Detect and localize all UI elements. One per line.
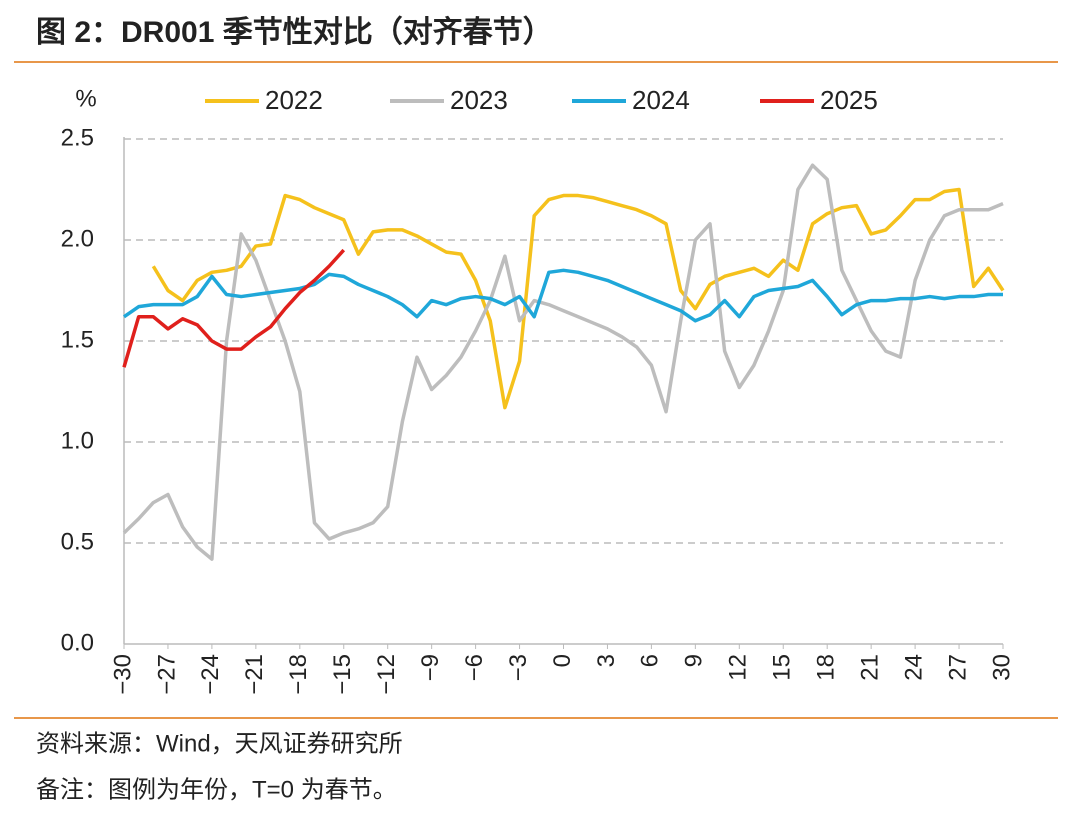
y-tick-label: 2.5	[61, 124, 94, 151]
x-tick-label: −9	[417, 654, 444, 681]
series-line	[122, 248, 346, 368]
source: 资料来源：Wind，天风证券研究所	[36, 730, 403, 757]
y-tick-label: 0.0	[61, 629, 94, 656]
x-tick-label: −12	[373, 654, 400, 695]
x-tick-label: 12	[725, 654, 752, 681]
x-tick-label: 15	[769, 654, 796, 681]
y-tick-label: 1.0	[61, 427, 94, 454]
x-tick-label: −27	[153, 654, 180, 695]
legend-label: 2022	[265, 85, 323, 115]
legend-label: 2023	[450, 85, 508, 115]
y-tick-label: 1.5	[61, 326, 94, 353]
y-unit: %	[75, 85, 96, 112]
x-tick-label: 24	[900, 654, 927, 681]
x-tick-label: 21	[856, 654, 883, 681]
series-line	[123, 268, 1003, 323]
series-line	[122, 163, 1004, 561]
legend-label: 2024	[632, 85, 690, 115]
y-tick-label: 2.0	[61, 225, 94, 252]
series-line	[151, 187, 1005, 410]
note: 备注：图例为年份，T=0 为春节。	[36, 776, 397, 803]
x-tick-label: −15	[329, 654, 356, 695]
y-tick-label: 0.5	[61, 528, 94, 555]
x-tick-label: 9	[681, 654, 708, 667]
x-tick-label: 3	[593, 654, 620, 667]
x-tick-label: 6	[637, 654, 664, 667]
x-tick-label: 0	[549, 654, 576, 667]
x-tick-label: −21	[241, 654, 268, 695]
x-tick-label: −3	[505, 654, 532, 681]
chart-title: 图 2：DR001 季节性对比（对齐春节）	[36, 15, 553, 49]
x-tick-label: 18	[813, 654, 840, 681]
x-tick-label: 27	[944, 654, 971, 681]
x-tick-label: −30	[109, 654, 136, 695]
x-tick-label: −18	[285, 654, 312, 695]
x-tick-label: 30	[988, 654, 1015, 681]
x-tick-label: −24	[197, 654, 224, 695]
x-tick-label: −6	[461, 654, 488, 681]
legend-label: 2025	[820, 85, 878, 115]
